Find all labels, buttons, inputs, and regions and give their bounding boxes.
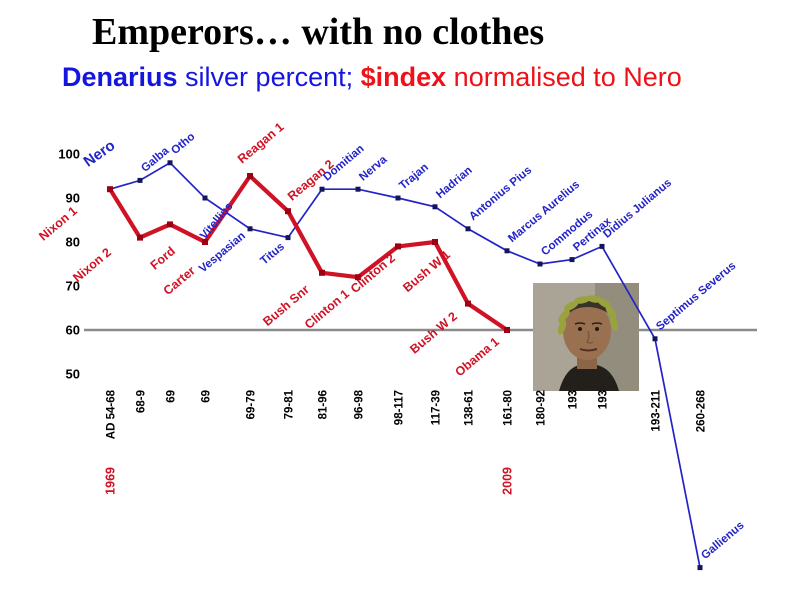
dollar-index-series-line (108, 173, 509, 332)
x-tick-5-79-81: 79-81 (284, 389, 296, 419)
dollar-marker-nixon-1 (107, 186, 113, 193)
x-tick-7-96-98: 96-98 (354, 389, 366, 419)
president-label-nixon-2: Nixon 2 (70, 245, 114, 285)
chart-legend-subtitle: Denarius silver percent; $index normalis… (62, 62, 682, 93)
laurel-wreath-icon (557, 295, 618, 335)
x-tick-10-138-61: 138-61 (464, 389, 476, 425)
legend-silver-percent: silver percent; (177, 62, 361, 92)
denarius-marker-septimus-severus (652, 336, 658, 342)
president-label-ford: Ford (148, 244, 178, 273)
dollar-marker-clinton-2 (395, 243, 401, 250)
emperor-label-otho: Otho (169, 131, 197, 157)
x-tick-9-117-39: 117-39 (431, 390, 443, 425)
emperor-label-didius-julianus: Didius Julianus (601, 177, 674, 241)
legend-denarius: Denarius (62, 62, 178, 92)
emperor-label-antonius-pius: Antonius Pius (467, 164, 534, 223)
y-tick-100: 100 (58, 147, 80, 162)
president-label-reagan-1: Reagan 1 (235, 120, 287, 166)
denarius-marker-pertinax (569, 257, 575, 263)
dollar-marker-reagan-1 (247, 173, 253, 179)
emperor-label-titus: Titus (258, 241, 287, 268)
dollar-marker-clinton-1 (355, 274, 361, 281)
x-tick-6-81-96: 81-96 (318, 390, 330, 419)
x-tick-11-161-80: 161-80 (503, 390, 515, 426)
x-tick-14-193: 193 (598, 390, 610, 409)
dollar-marker-obama-1 (504, 327, 510, 333)
x-tick-15-193-211: 193-211 (651, 389, 663, 431)
denarius-marker-titus (285, 235, 291, 241)
photo-mouth (579, 348, 598, 352)
denarius-marker-commodus (537, 261, 543, 267)
dollar-marker-ford (167, 221, 173, 228)
photo-nose (585, 330, 594, 344)
x-tick-16-260-268: 260-268 (696, 389, 708, 432)
x-tick-1-68-9: 68-9 (136, 390, 148, 413)
x-tick-3-69: 69 (201, 390, 213, 403)
emperor-label-hadrian: Hadrian (434, 164, 475, 201)
denarius-marker-didius-julianus (599, 243, 605, 249)
dollar-marker-carter (202, 239, 208, 245)
x-year-1969: 1969 (104, 467, 118, 495)
legend-normalised: normalised to Nero (446, 62, 682, 92)
emperor-label-septimus-severus: Septimus Severus (654, 260, 738, 333)
emperor-label-gallienus: Gallienus (699, 519, 746, 561)
y-tick-80: 80 (66, 235, 80, 250)
denarius-marker-nerva (355, 186, 361, 192)
president-label-obama-1: Obama 1 (452, 335, 501, 380)
president-label-bush-w-1: Bush W 1 (400, 248, 453, 295)
denarius-marker-vespasian (247, 226, 253, 232)
denarius-marker-trajan (395, 195, 401, 201)
y-tick-90: 90 (66, 191, 80, 206)
x-tick-13-193: 193 (568, 390, 580, 409)
emperor-label-galba: Galba (139, 145, 172, 175)
denarius-marker-galba (137, 177, 143, 183)
denarius-marker-antonius-pius (465, 226, 471, 232)
x-tick-2-69: 69 (166, 390, 178, 403)
y-tick-70: 70 (66, 279, 80, 294)
denarius-marker-otho (167, 160, 173, 166)
legend-dollar-index: $index (360, 62, 447, 92)
x-tick-0-ad-54-68: AD 54-68 (106, 389, 118, 439)
y-tick-60: 60 (66, 323, 80, 338)
photo-eye-right (595, 327, 599, 331)
dollar-marker-bush-w-1 (432, 239, 438, 245)
denarius-marker-gallienus (697, 565, 703, 571)
dollar-marker-bush-snr (319, 269, 325, 276)
x-tick-8-98-117: 98-117 (394, 390, 406, 425)
photo-brow-left (574, 322, 586, 325)
dollar-marker-reagan-2 (285, 208, 291, 215)
y-tick-50: 50 (66, 367, 80, 382)
photo-eye-left (578, 327, 582, 331)
photo-face (563, 302, 611, 360)
president-label-bush-w-2: Bush W 2 (407, 309, 460, 356)
president-label-carter: Carter (161, 263, 198, 297)
denarius-marker-vitellius (202, 195, 208, 201)
president-label-clinton-2: Clinton 2 (348, 251, 398, 296)
emperor-label-trajan: Trajan (397, 161, 431, 192)
dollar-marker-bush-w-2 (465, 300, 471, 307)
x-year-2009: 2009 (501, 467, 515, 495)
emperor-label-nerva: Nerva (357, 153, 390, 183)
emperor-label-nero: Nero (81, 137, 119, 171)
photo-brow-right (591, 322, 603, 325)
obama-laurel-photo (533, 283, 639, 391)
slide-title: Emperors… with no clothes (92, 11, 545, 53)
denarius-marker-marcus-aurelius (504, 248, 510, 254)
x-tick-4-69-79: 69-79 (246, 390, 258, 419)
denarius-marker-domitian (319, 186, 325, 192)
photo-suit (559, 365, 619, 391)
dollar-marker-nixon-2 (137, 234, 143, 241)
x-tick-12-180-92: 180-92 (536, 390, 548, 426)
denarius-marker-hadrian (432, 204, 438, 210)
